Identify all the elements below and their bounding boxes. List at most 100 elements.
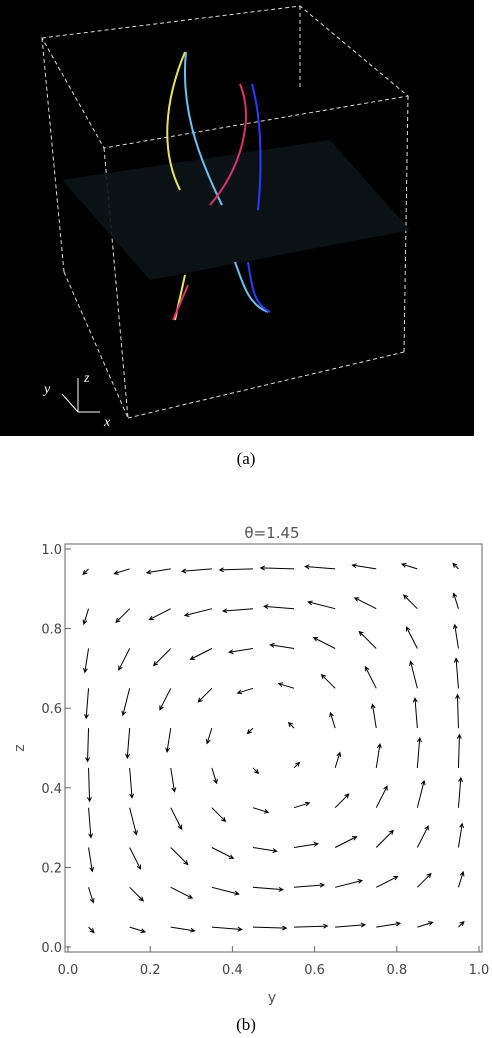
arrow (88, 847, 95, 873)
arrow (87, 767, 92, 803)
arrow (293, 801, 311, 809)
arrow (402, 594, 418, 610)
arrow (115, 608, 131, 624)
arrow (165, 728, 172, 754)
arrow (129, 847, 142, 870)
arrow (118, 648, 131, 671)
caption-a: (a) (237, 449, 256, 468)
field-lines (166, 51, 271, 321)
arrow (159, 688, 172, 711)
triad-y-label: y (42, 382, 51, 397)
arrow (277, 682, 295, 689)
arrow (205, 727, 213, 745)
arrow (246, 727, 254, 735)
x-tick-label: 0.8 (386, 963, 407, 978)
arrow (85, 728, 91, 763)
arrow (252, 847, 278, 854)
arrow (329, 711, 336, 729)
arrow (457, 776, 463, 808)
arrow (312, 637, 336, 649)
arrow (218, 567, 253, 573)
plot-frame (64, 543, 483, 953)
arrow (189, 648, 213, 660)
arrow (455, 693, 460, 729)
arrow (294, 923, 329, 929)
arrow (170, 807, 183, 831)
arrow (152, 648, 172, 667)
arrow (125, 728, 131, 760)
arrow (375, 829, 395, 848)
y-tick-label: 0.8 (41, 623, 62, 638)
arrow (221, 608, 253, 614)
arrow (113, 568, 130, 575)
arrow (259, 565, 295, 571)
arrow (211, 767, 218, 785)
arrow (287, 721, 295, 729)
arrow (170, 886, 194, 899)
y-axis-label: z (12, 744, 28, 751)
arrow (400, 562, 418, 570)
panel-a: z y x (a) (0, 0, 474, 468)
arrow (353, 597, 377, 610)
arrow (320, 673, 336, 689)
arrow (294, 882, 326, 888)
arrow (375, 742, 382, 768)
arrow (211, 807, 227, 823)
arrow (84, 688, 90, 720)
x-tick-label: 0.0 (58, 963, 79, 978)
arrow (263, 604, 295, 610)
arrow (148, 608, 171, 621)
arrow (457, 870, 465, 888)
arrow (252, 767, 260, 775)
arrow (121, 688, 131, 717)
arrow (452, 623, 459, 649)
arrow (129, 807, 138, 836)
chart-title: θ=1.45 (244, 524, 299, 542)
arrow (170, 847, 189, 866)
arrow (252, 807, 270, 814)
arrow (211, 926, 243, 932)
slice-plane (62, 140, 410, 280)
y-tick-label: 1.0 (41, 543, 62, 558)
arrow (456, 733, 462, 768)
x-tick-label: 0.6 (304, 963, 325, 978)
x-tick-label: 0.2 (140, 963, 161, 978)
arrow (335, 922, 367, 928)
arrow (458, 920, 465, 928)
arrow (457, 822, 465, 848)
arrow (88, 807, 94, 839)
arrow (376, 875, 399, 888)
arrow (129, 926, 147, 934)
y-tick-label: 0.6 (41, 702, 62, 717)
arrow (452, 592, 459, 609)
arrow (170, 926, 196, 933)
arrow (211, 847, 235, 859)
arrow (416, 779, 426, 808)
arrow (293, 841, 319, 848)
arrow (453, 657, 459, 689)
arrow (129, 767, 135, 799)
arrow (351, 563, 377, 570)
arrow (364, 665, 377, 689)
arrow (88, 887, 95, 904)
x-axis-label: y (268, 990, 276, 1006)
arrow (293, 761, 301, 769)
arrow (416, 736, 422, 768)
arrow (452, 562, 459, 570)
axis-triad (61, 378, 100, 413)
arrow (197, 687, 213, 703)
arrow (82, 648, 90, 674)
arrow (409, 660, 418, 689)
arrow (211, 886, 240, 896)
y-tick-label: 0.2 (41, 861, 62, 876)
y-tick-label: 0.0 (41, 941, 62, 956)
arrow (412, 697, 418, 729)
arrow (375, 785, 388, 808)
arrow (334, 836, 358, 848)
arrow (82, 608, 90, 626)
arrow (180, 568, 212, 574)
x-tick-label: 1.0 (469, 963, 490, 978)
arrow (145, 568, 171, 575)
arrow (370, 703, 377, 729)
